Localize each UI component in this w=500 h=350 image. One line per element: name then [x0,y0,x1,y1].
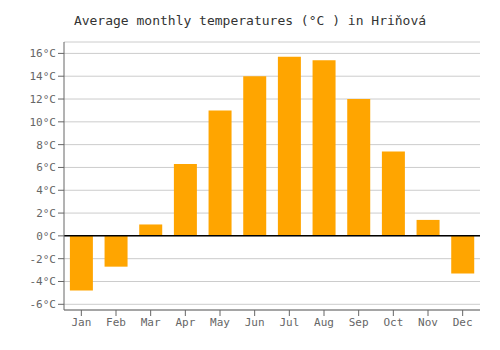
html-text:Average monthly temperatures (: Average monthly temperatures (°C ) in Hr… [73,13,427,28]
svg-text:-2°C: -2°C [30,253,57,266]
svg-text:10°C: 10°C [30,116,57,129]
svg-text:14°C: 14°C [30,70,57,83]
svg-text:Sep: Sep [349,316,369,329]
svg-text:16°C: 16°C [30,47,57,60]
svg-text:Aug: Aug [314,316,334,329]
svg-text:Jun: Jun [245,316,265,329]
svg-text:Jan: Jan [71,316,91,329]
svg-text:Oct: Oct [383,316,403,329]
svg-text:2°C: 2°C [36,207,56,220]
svg-text:12°C: 12°C [30,93,57,106]
svg-text:Feb: Feb [106,316,126,329]
svg-text:Jul: Jul [279,316,299,329]
svg-text:Nov: Nov [418,316,438,329]
svg-text:8°C: 8°C [36,139,56,152]
svg-text:6°C: 6°C [36,161,56,174]
svg-text:-4°C: -4°C [30,275,57,288]
svg-text:4°C: 4°C [36,184,56,197]
svg-text:Dec: Dec [453,316,473,329]
svg-text:Apr: Apr [175,316,195,329]
svg-text:0°C: 0°C [36,230,56,243]
svg-text:Mar: Mar [141,316,161,329]
svg-text:-6°C: -6°C [30,298,57,311]
svg-text:May: May [210,316,230,329]
